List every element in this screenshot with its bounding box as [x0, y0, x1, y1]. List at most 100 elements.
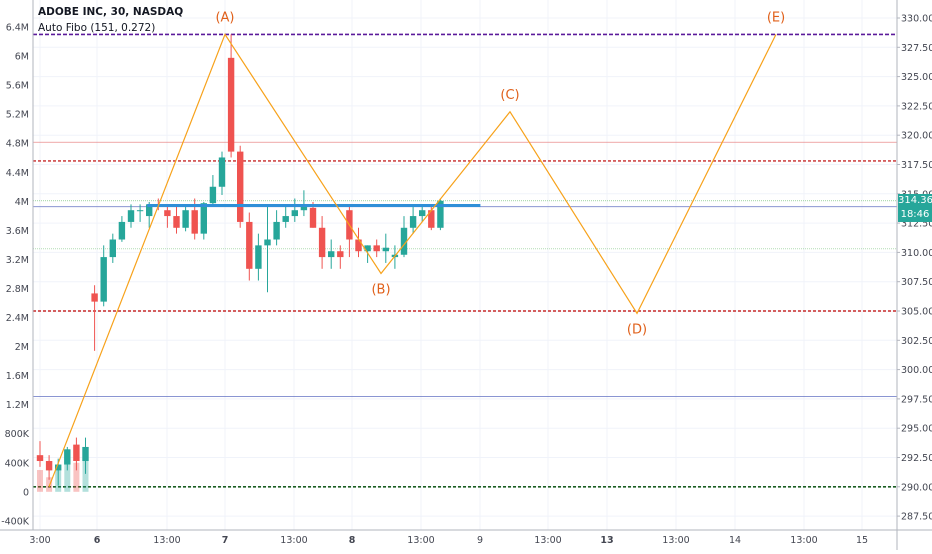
candle — [45, 455, 53, 480]
candle-body — [382, 247, 389, 252]
time-tick-label: 13:00 — [407, 535, 434, 546]
candle — [109, 233, 116, 263]
candle-body — [146, 204, 153, 217]
candle — [82, 437, 89, 474]
candle — [264, 206, 271, 293]
legend-indicator: Auto Fibo (151, 0.272) — [38, 22, 156, 34]
candle-body — [73, 444, 80, 462]
pattern-label: (B) — [371, 282, 390, 297]
legend-symbol: ADOBE INC, 30, NASDAQ — [38, 6, 184, 18]
time-tick-label: 7 — [222, 535, 229, 546]
candle-body — [218, 157, 226, 187]
fib-levels — [33, 33, 897, 488]
volume-tick-label: 5.6M — [6, 81, 29, 92]
candle — [237, 145, 244, 228]
volume-tick-label: 400K — [5, 458, 30, 469]
grid — [33, 0, 897, 530]
time-tick-label: 13:00 — [790, 535, 817, 546]
candle — [255, 233, 262, 281]
candle — [136, 204, 144, 222]
time-tick-label: 6 — [94, 535, 101, 546]
candle — [127, 204, 135, 228]
price-tick-label: 330.00 — [901, 14, 932, 25]
candle — [282, 204, 289, 228]
time-tick-label: 9 — [477, 535, 483, 546]
volume-tick-label: 1.6M — [6, 371, 29, 382]
candle — [64, 446, 71, 471]
candle-body — [164, 210, 171, 217]
candle — [182, 204, 189, 232]
price-tick-label: 320.00 — [901, 131, 932, 142]
time-tick-label: 13:00 — [534, 535, 561, 546]
time-axis: 3:00 6 13:00 7 13:00 8 13:00 9 13:00 13 13:00 14 13:… — [0, 529, 932, 546]
candle — [118, 216, 126, 242]
candle-body — [291, 210, 298, 217]
candle — [173, 206, 180, 234]
candle-body — [136, 210, 144, 212]
candle-body — [246, 221, 253, 269]
candle-body — [282, 216, 289, 222]
price-tick-label: 307.50 — [901, 277, 932, 288]
last-price-badge: 314.36 — [898, 194, 932, 209]
volume-axis: 6.4M 6M 5.6M 5.2M 4.8M 4.4M 4M 3.6M 3.2M 2.8M 2.4M… — [1, 0, 34, 530]
volume-tick-label: 4.4M — [6, 168, 29, 179]
time-tick-label: 3:00 — [29, 535, 50, 546]
candle-body — [337, 251, 344, 258]
volume-tick-label: 5.2M — [6, 110, 29, 121]
candle — [419, 204, 426, 222]
candle-body — [100, 257, 107, 302]
pattern-label: (C) — [500, 88, 519, 103]
candle — [337, 245, 344, 269]
volume-bar — [64, 451, 71, 492]
volume-bars — [37, 448, 89, 492]
price-tick-label: 312.50 — [901, 219, 932, 230]
price-tick-label: 292.50 — [901, 453, 932, 464]
pattern-label: (A) — [215, 10, 234, 25]
volume-tick-label: 2.4M — [6, 313, 29, 324]
volume-tick-label: 3.6M — [6, 226, 29, 237]
candle — [291, 198, 298, 222]
candle-body — [173, 216, 180, 228]
price-tick-label: 325.00 — [901, 72, 932, 83]
candle-body — [36, 455, 44, 462]
candle-body — [237, 151, 244, 222]
candle — [318, 216, 326, 269]
price-tick-label: 322.50 — [901, 101, 932, 112]
candle-body — [91, 293, 98, 302]
price-tick-label: 305.00 — [901, 307, 932, 318]
candle-body — [127, 210, 135, 222]
volume-bar — [37, 470, 43, 492]
candle-body — [264, 239, 271, 246]
volume-tick-label: 2M — [15, 342, 29, 353]
pattern-label: (D) — [627, 322, 647, 337]
candle — [73, 437, 80, 471]
candle-body — [182, 210, 189, 228]
price-tick-label: 287.50 — [901, 512, 932, 523]
candle-body — [373, 245, 380, 252]
candle-body — [437, 200, 444, 228]
volume-tick-label: 2.8M — [6, 284, 29, 295]
candle — [373, 239, 380, 258]
candle-body — [209, 186, 217, 204]
candle — [209, 175, 217, 207]
candle — [91, 285, 98, 351]
volume-tick-label: 3.2M — [6, 255, 29, 266]
candle-body — [273, 221, 280, 240]
candle-body — [419, 210, 426, 217]
countdown-badge: 18:46 — [898, 208, 932, 223]
time-tick-label: 13:00 — [280, 535, 307, 546]
candle-body — [400, 227, 408, 255]
candle — [409, 206, 417, 234]
volume-tick-label: 1.2M — [6, 400, 29, 411]
volume-tick-label: 6M — [15, 52, 29, 63]
chart-legend: ADOBE INC, 30, NASDAQ Auto Fibo (151, 0.… — [38, 4, 183, 36]
volume-tick-label: 0 — [23, 487, 29, 498]
candle — [100, 245, 107, 307]
candle — [273, 210, 280, 246]
candle-body — [45, 461, 53, 471]
candle-body — [109, 239, 116, 258]
candle — [328, 239, 335, 269]
candle-body — [300, 204, 308, 211]
